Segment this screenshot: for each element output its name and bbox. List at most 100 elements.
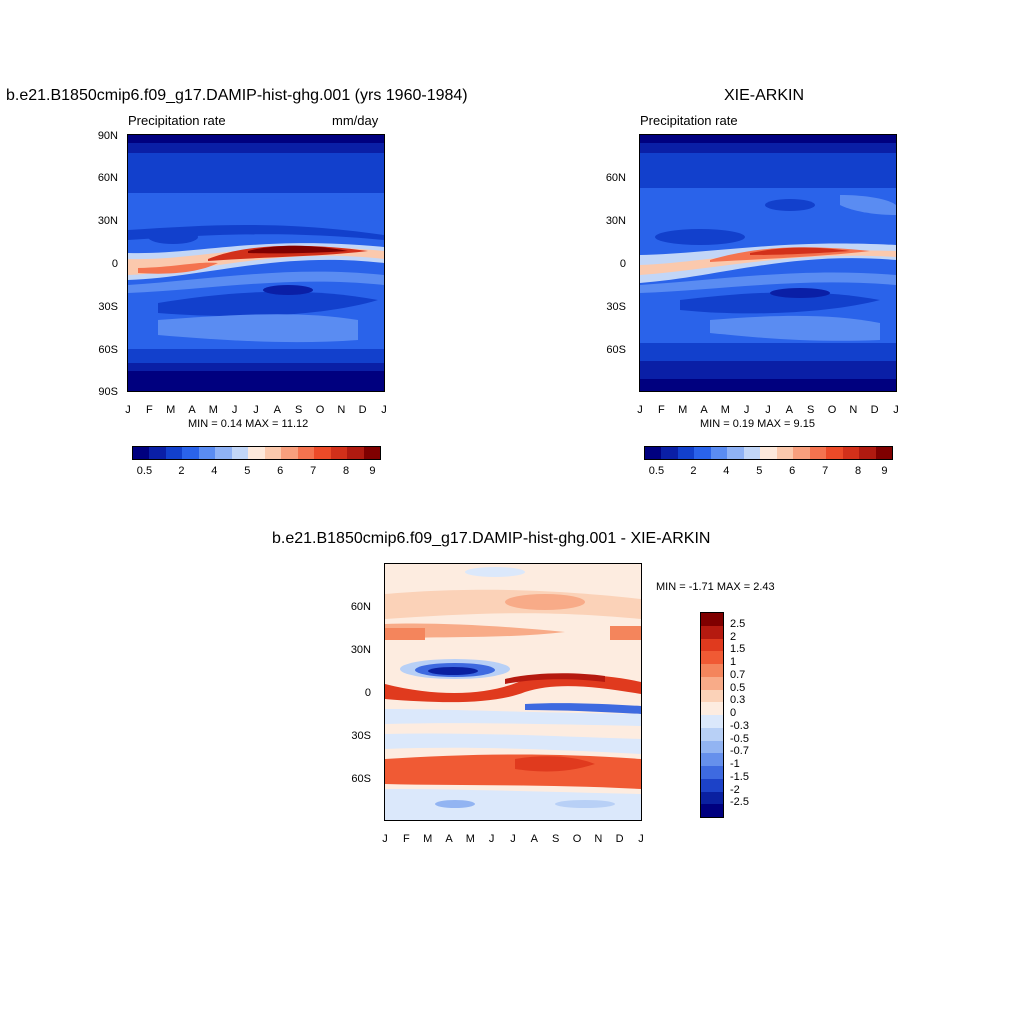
chart3-colorbar-swatch — [701, 740, 723, 754]
chart3-colorbar-label: 2 — [730, 630, 737, 643]
chart1-colorbar-swatch — [264, 447, 282, 459]
chart1-colorbar-swatch — [231, 447, 249, 459]
chart1-xtick-5: J — [231, 404, 238, 416]
chart1-colorbar-swatch — [330, 447, 348, 459]
chart1-colorbar-swatch — [182, 447, 199, 459]
chart2-xtick-5: J — [743, 404, 750, 416]
chart1-ytick-30n: 30N — [97, 215, 118, 227]
chart3-xtick-8: S — [551, 833, 560, 845]
chart1-units: mm/day — [332, 113, 379, 128]
chart2-ytick-30s: 30S — [606, 301, 626, 313]
chart1-xtick-6: J — [253, 404, 259, 416]
chart3-colorbar-swatch — [701, 778, 723, 792]
chart1-colorbar-swatch — [198, 447, 216, 459]
chart3-colorbar-label: 1 — [730, 656, 737, 668]
chart2-left-subtitle: Precipitation rate — [640, 113, 738, 128]
chart3-colorbar-swatch — [701, 753, 723, 766]
chart2-xtick-2: M — [678, 404, 688, 416]
chart1-ytick-60n: 60N — [97, 172, 118, 184]
chart2-colorbar-label: 7 — [822, 465, 829, 477]
chart3-xtick-3: A — [445, 833, 453, 845]
chart2-colorbar-label: 9 — [881, 465, 888, 477]
chart3-ytick-60s: 60S — [351, 773, 371, 785]
chart3-heatmap — [385, 564, 641, 820]
chart1-colorbar-swatch — [281, 447, 298, 459]
chart1-colorbar-swatch — [297, 447, 315, 459]
chart2-colorbar-swatch — [677, 447, 695, 459]
chart1-colorbar-swatch — [363, 447, 381, 459]
chart3-ytick-0: 0 — [364, 687, 371, 699]
chart2-colorbar — [644, 446, 893, 460]
chart1-xtick-12: J — [381, 404, 387, 416]
chart2-colorbar-swatch — [809, 447, 827, 459]
chart3-colorbar-label: 0.3 — [730, 694, 746, 707]
chart2-colorbar-swatch — [776, 447, 794, 459]
chart3-colorbar-label: -1.5 — [730, 770, 749, 783]
chart2-colorbar-swatch — [743, 447, 761, 459]
chart2-xtick-10: N — [849, 404, 858, 416]
chart3-colorbar-label: -2 — [730, 783, 740, 796]
chart1-colorbar-swatch — [165, 447, 183, 459]
chart3-xtick-0: J — [382, 833, 388, 845]
chart1-ytick-0: 0 — [111, 258, 118, 270]
chart2-xtick-0: J — [637, 404, 643, 416]
chart3-xtick-9: O — [572, 833, 582, 845]
chart1-colorbar-label: 6 — [277, 465, 284, 477]
chart3-colorbar-label: -1 — [730, 758, 740, 770]
chart1-xtick-2: M — [166, 404, 176, 416]
chart3-colorbar-label: -2.5 — [730, 796, 749, 809]
chart1-colorbar-label: 2 — [178, 465, 185, 477]
chart3-colorbar-swatch — [701, 651, 723, 664]
chart3-xtick-12: J — [638, 833, 644, 845]
chart2-colorbar-swatch — [793, 447, 810, 459]
chart1-xtick-9: O — [315, 404, 325, 416]
chart3-colorbar-swatch — [701, 766, 723, 779]
chart2-xtick-4: M — [720, 404, 730, 416]
chart3-colorbar-swatch — [701, 638, 723, 652]
chart2-colorbar-label: 5 — [756, 465, 763, 477]
chart2-colorbar-swatch — [710, 447, 728, 459]
chart1-xtick-0: J — [125, 404, 131, 416]
chart2-ytick-30n: 30N — [605, 215, 626, 227]
chart3-colorbar-swatch — [701, 689, 723, 703]
chart2-xtick-8: S — [806, 404, 815, 416]
chart1-heatmap — [128, 135, 384, 391]
chart3-colorbar-swatch — [701, 804, 723, 817]
chart3-colorbar-swatch — [701, 702, 723, 715]
chart1-plot-area — [127, 134, 385, 392]
chart3-plot-area — [384, 563, 642, 821]
chart1-colorbar-swatch — [314, 447, 331, 459]
chart3-ytick-30s: 30S — [351, 730, 371, 742]
chart2-xtick-9: O — [827, 404, 837, 416]
chart3-title: b.e21.B1850cmip6.f09_g17.DAMIP-hist-ghg.… — [272, 530, 711, 547]
chart3-colorbar-label: 0.7 — [730, 668, 746, 681]
chart1-xtick-1: F — [145, 404, 153, 416]
chart2-stats: MIN = 0.19 MAX = 9.15 — [700, 418, 815, 430]
chart2-colorbar-swatch — [694, 447, 711, 459]
chart2-colorbar-swatch — [727, 447, 744, 459]
chart1-xtick-4: M — [208, 404, 218, 416]
chart3-colorbar-swatch — [701, 625, 723, 639]
chart3-xtick-10: N — [594, 833, 603, 845]
chart1-ytick-90n: 90N — [97, 130, 118, 142]
chart3-colorbar-label: 0 — [730, 707, 737, 719]
chart2-xtick-1: F — [657, 404, 665, 416]
chart1-colorbar-label: 7 — [310, 465, 317, 477]
chart2-colorbar-label: 0.5 — [648, 465, 665, 477]
chart3-xtick-5: J — [488, 833, 495, 845]
chart2-xtick-3: A — [700, 404, 708, 416]
chart3-xtick-6: J — [510, 833, 516, 845]
chart2-ytick-0: 0 — [619, 258, 626, 270]
chart1-xtick-11: D — [358, 404, 367, 416]
chart1-colorbar-label: 8 — [343, 465, 350, 477]
chart2-xtick-7: A — [785, 404, 793, 416]
chart1-ytick-90s: 90S — [98, 386, 118, 398]
chart2-colorbar-label: 4 — [723, 465, 730, 477]
chart3-colorbar-swatch — [701, 676, 723, 690]
chart2-colorbar-label: 6 — [789, 465, 796, 477]
chart1-title: b.e21.B1850cmip6.f09_g17.DAMIP-hist-ghg.… — [6, 87, 468, 104]
chart2-colorbar-label: 8 — [855, 465, 862, 477]
chart2-colorbar-swatch — [661, 447, 678, 459]
chart2-plot-area — [639, 134, 897, 392]
chart2-ytick-60n: 60N — [605, 172, 626, 184]
